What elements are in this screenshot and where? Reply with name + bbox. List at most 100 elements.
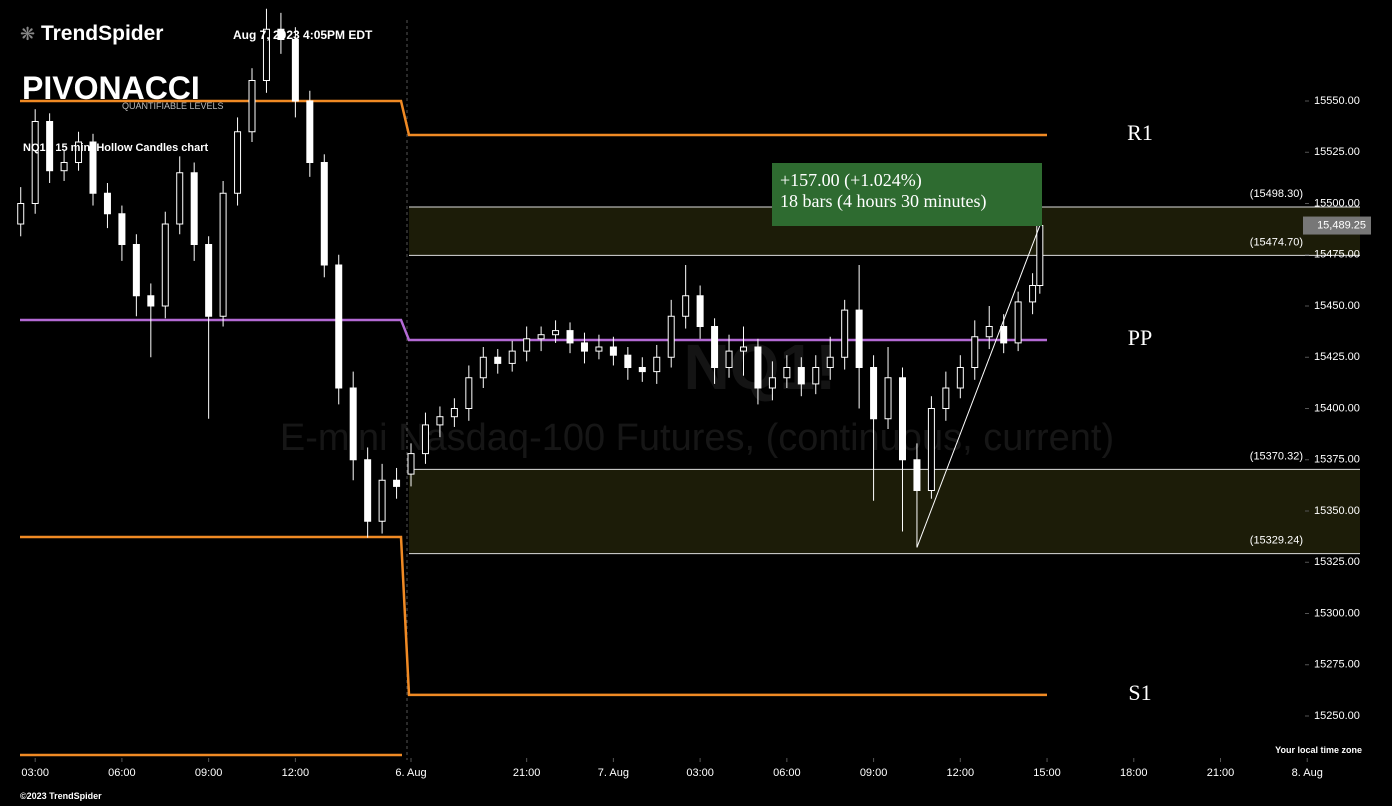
y-tick-label: 15400.00 xyxy=(1314,402,1360,414)
timestamp: Aug 7, 2023 4:05PM EDT xyxy=(233,28,373,42)
pivot-line xyxy=(20,99,1047,137)
x-tick-label: 7. Aug xyxy=(598,767,629,779)
last-price-label: 15,489.25 xyxy=(1317,219,1366,231)
candle-body xyxy=(17,203,25,225)
y-tick-label: 15300.00 xyxy=(1314,607,1360,619)
candle-body xyxy=(1029,285,1037,303)
candle-body xyxy=(913,459,921,492)
chart-desc: NQ1!, 15 min, Hollow Candles chart xyxy=(23,142,209,154)
last-price-box xyxy=(1303,216,1371,235)
copyright: ©2023 TrendSpider xyxy=(20,791,102,801)
zone-label: (15329.24) xyxy=(1250,534,1303,546)
measure-bars: 18 bars (4 hours 30 minutes) xyxy=(780,191,986,212)
candle-body xyxy=(754,346,762,389)
candle-body xyxy=(1036,225,1044,287)
candle-body xyxy=(653,356,661,373)
x-tick-label: 21:00 xyxy=(513,767,541,779)
timezone-note: Your local time zone xyxy=(1275,745,1362,755)
candle-body xyxy=(407,453,415,475)
candle-body xyxy=(595,346,603,352)
zone xyxy=(409,469,1360,554)
candle-body xyxy=(508,350,516,364)
candle-body xyxy=(248,80,256,133)
candle-body xyxy=(956,367,964,389)
y-tick-label: 15325.00 xyxy=(1314,556,1360,568)
candle-body xyxy=(161,223,169,307)
candle-body xyxy=(494,356,502,364)
y-tick-label: 15275.00 xyxy=(1314,659,1360,671)
x-tick-label: 06:00 xyxy=(108,767,136,779)
candle-body xyxy=(335,264,343,389)
candle-body xyxy=(60,162,68,172)
candle-body xyxy=(118,213,126,246)
measure-line xyxy=(916,225,1041,548)
candle-body xyxy=(205,244,213,317)
y-tick-label: 15475.00 xyxy=(1314,249,1360,261)
candle-body xyxy=(103,192,111,215)
candle-body xyxy=(190,172,198,246)
candle-body xyxy=(537,334,545,340)
zone-label: (15370.32) xyxy=(1250,450,1303,462)
x-tick-label: 6. Aug xyxy=(395,767,426,779)
candle-body xyxy=(421,424,429,455)
x-tick-label: 18:00 xyxy=(1120,767,1148,779)
candle-body xyxy=(768,377,776,389)
candle-body xyxy=(985,326,993,338)
y-tick-label: 15450.00 xyxy=(1314,300,1360,312)
candle-body xyxy=(566,330,574,344)
candle-body xyxy=(725,350,733,369)
candle-body xyxy=(682,295,690,317)
indicator-sub: QUANTIFIABLE LEVELS xyxy=(122,101,224,111)
candle-body xyxy=(942,387,950,410)
candle-body xyxy=(638,367,646,373)
pivot-label: S1 xyxy=(1128,680,1151,705)
candle-body xyxy=(624,354,632,369)
candle-body xyxy=(277,28,285,41)
candle-body xyxy=(523,338,531,352)
candle-body xyxy=(89,141,97,194)
candle-body xyxy=(667,315,675,358)
candle-body xyxy=(812,367,820,385)
y-tick-label: 15500.00 xyxy=(1314,197,1360,209)
x-tick-label: 12:00 xyxy=(282,767,310,779)
candle-body xyxy=(234,131,242,194)
zone-label: (15498.30) xyxy=(1250,188,1303,200)
y-tick-label: 15250.00 xyxy=(1314,710,1360,722)
watermark-name: E-mini Nasdaq-100 Futures, (continuous, … xyxy=(280,417,1114,459)
brand-text: TrendSpider xyxy=(40,22,164,45)
candle-body xyxy=(132,244,140,297)
candle-body xyxy=(696,295,704,328)
pivot-line xyxy=(20,318,1047,342)
candle-body xyxy=(826,356,834,369)
x-tick-label: 03:00 xyxy=(21,767,49,779)
candle-body xyxy=(219,192,227,317)
candle-body xyxy=(320,162,328,266)
candle-body xyxy=(870,367,878,420)
candle-body xyxy=(1000,326,1008,344)
candle-body xyxy=(450,408,458,418)
x-tick-label: 12:00 xyxy=(947,767,975,779)
candle-body xyxy=(580,342,588,352)
candle-body xyxy=(855,309,863,369)
y-tick-label: 15525.00 xyxy=(1314,146,1360,158)
candle-body xyxy=(75,141,83,164)
x-tick-label: 8. Aug xyxy=(1292,767,1323,779)
candle-body xyxy=(552,330,560,336)
pivot-label: R1 xyxy=(1127,120,1153,145)
candle-body xyxy=(927,408,935,492)
candle-body xyxy=(147,295,155,307)
candle-body xyxy=(364,459,372,522)
x-tick-label: 15:00 xyxy=(1033,767,1061,779)
x-tick-label: 09:00 xyxy=(195,767,223,779)
candle-body xyxy=(783,367,791,379)
brand: ❋ TrendSpider xyxy=(20,22,163,46)
pivot-line xyxy=(20,535,1047,697)
candle-body xyxy=(306,100,314,164)
x-tick-label: 21:00 xyxy=(1207,767,1235,779)
candle-body xyxy=(393,479,401,487)
candle-body xyxy=(46,121,54,172)
y-tick-label: 15350.00 xyxy=(1314,505,1360,517)
candle-body xyxy=(436,416,444,426)
y-tick-label: 15425.00 xyxy=(1314,351,1360,363)
